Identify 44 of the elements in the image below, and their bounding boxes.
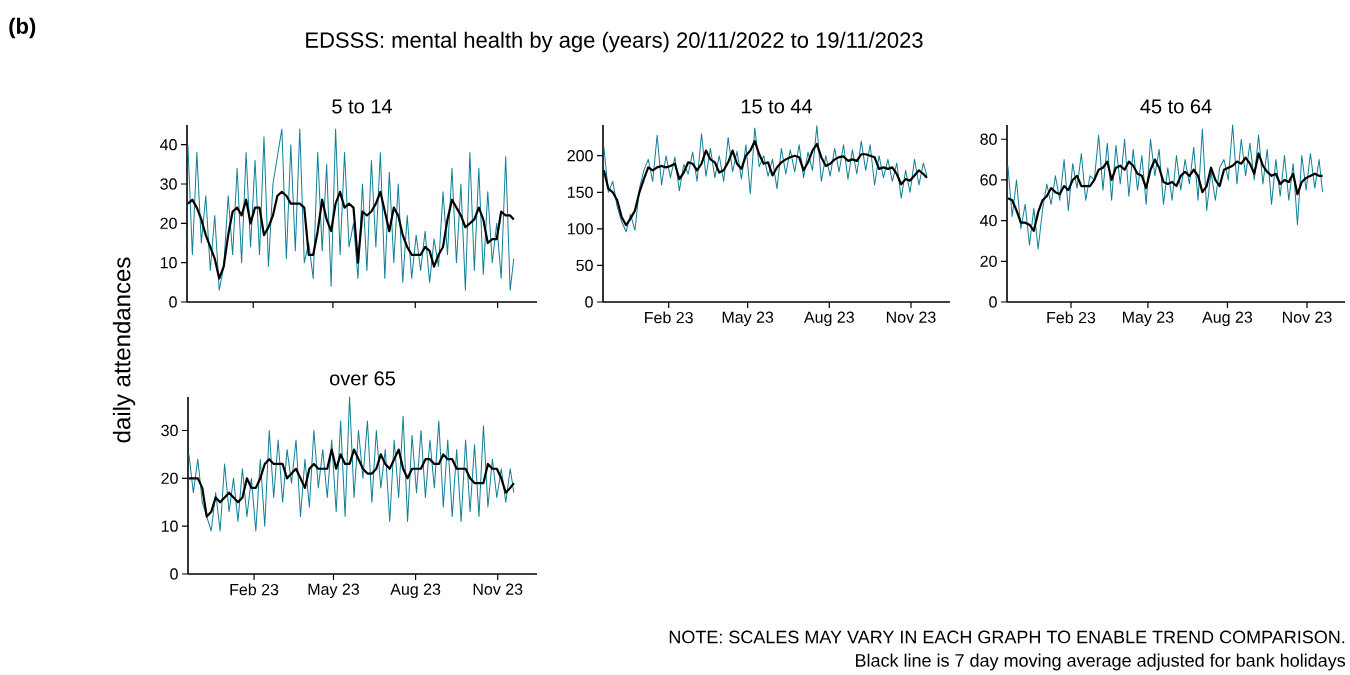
y-tick-label: 150 bbox=[568, 186, 593, 198]
x-tick-label: Nov 23 bbox=[473, 583, 523, 595]
x-tick-label: May 23 bbox=[722, 311, 774, 327]
y-tick-label: 0 bbox=[170, 568, 178, 580]
chart-title: over 65 bbox=[329, 371, 395, 386]
text: NOTE: SCALES MAY VARY IN EACH GRAPH TO ENABLE TREND COMPARISON. bbox=[669, 630, 1345, 644]
y-tick-label: 20 bbox=[161, 472, 178, 484]
line-series bbox=[188, 396, 515, 532]
y-tick-label: 20 bbox=[980, 255, 997, 267]
y-tick-label: 20 bbox=[160, 217, 177, 229]
y-tick-label: 0 bbox=[989, 296, 997, 308]
y-tick-label: 10 bbox=[161, 520, 178, 532]
y-tick-label: 0 bbox=[169, 296, 177, 308]
x-tick-label: Feb 23 bbox=[645, 311, 693, 324]
y-tick-label: 0 bbox=[585, 296, 593, 308]
line-series bbox=[1007, 124, 1324, 250]
text: Black line is 7 day moving average adjusted for bank holidays bbox=[856, 653, 1346, 671]
x-tick-label: Aug 23 bbox=[803, 311, 854, 327]
x-tick-label: Feb 23 bbox=[1047, 311, 1096, 324]
y-tick-label: 100 bbox=[568, 223, 593, 235]
x-tick-label: Feb 23 bbox=[230, 583, 279, 596]
y-tick-label: 200 bbox=[567, 150, 593, 162]
x-tick-label: Nov 23 bbox=[886, 311, 936, 323]
x-tick-label: Aug 23 bbox=[1202, 311, 1253, 327]
y-tick-label: 40 bbox=[980, 214, 997, 227]
y-tick-label: 50 bbox=[576, 259, 593, 272]
chart-title: 15 to 44 bbox=[741, 99, 813, 114]
y-tick-label: 80 bbox=[980, 133, 997, 145]
chart-title: 45 to 64 bbox=[1140, 99, 1212, 114]
text: (b) bbox=[9, 17, 36, 39]
line-series bbox=[603, 125, 928, 233]
x-tick-label: May 23 bbox=[1123, 311, 1174, 327]
x-tick-label: May 23 bbox=[308, 583, 359, 599]
line-series bbox=[187, 128, 515, 291]
chart-title: 5 to 14 bbox=[332, 99, 392, 114]
y-axis-title: daily attendances bbox=[112, 257, 136, 443]
x-tick-label: Aug 23 bbox=[390, 583, 441, 599]
y-tick-label: 10 bbox=[160, 257, 177, 269]
y-tick-label: 60 bbox=[980, 174, 997, 186]
text: EDSSS: mental health by age (years) 20/11/2022 to 19/11/2023 bbox=[306, 31, 923, 53]
y-tick-label: 30 bbox=[161, 424, 178, 437]
x-tick-label: Nov 23 bbox=[1282, 311, 1332, 323]
y-tick-label: 30 bbox=[160, 178, 177, 190]
y-tick-label: 40 bbox=[160, 139, 177, 151]
